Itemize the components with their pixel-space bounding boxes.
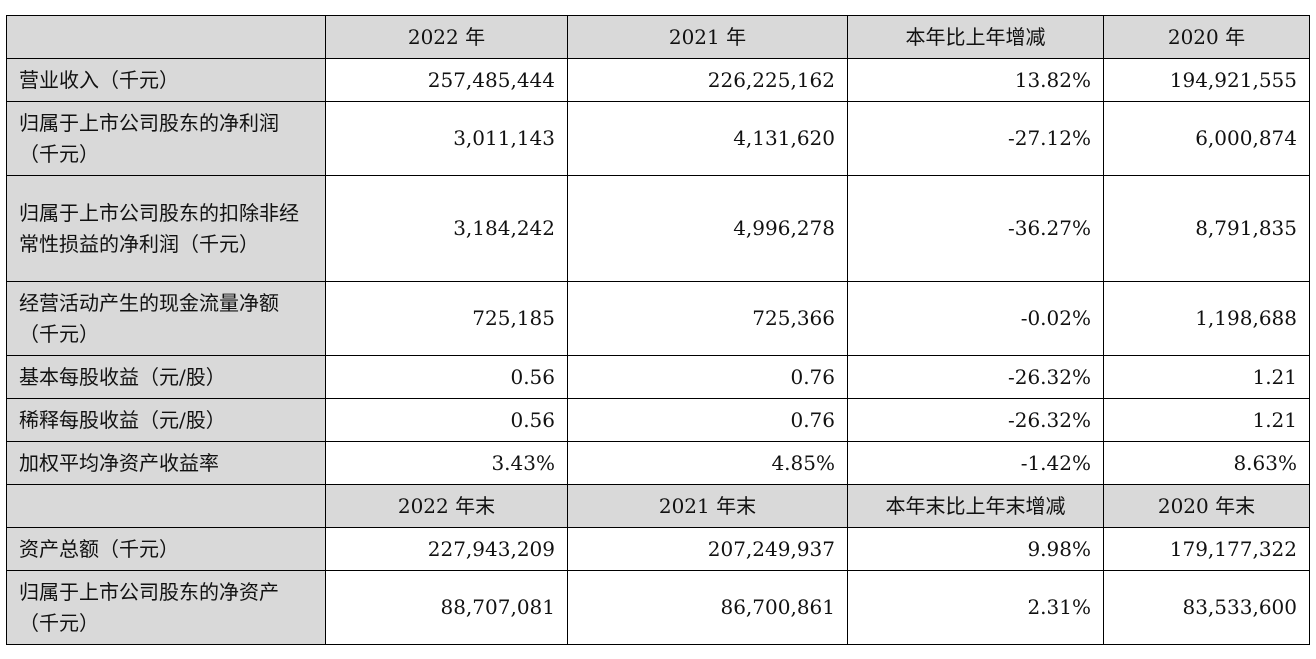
value-change: 13.82% <box>847 58 1104 102</box>
row-label: 营业收入（千元） <box>6 58 326 102</box>
value-2022: 3,011,143 <box>325 101 568 176</box>
value-2022: 257,485,444 <box>325 58 568 102</box>
value-2020: 6,000,874 <box>1103 101 1310 176</box>
header-yoy-change-end: 本年末比上年末增减 <box>847 484 1104 528</box>
value-2021: 725,366 <box>567 281 848 356</box>
value-change: -26.32% <box>847 398 1104 442</box>
row-label: 稀释每股收益（元/股） <box>6 398 326 442</box>
row-label: 归属于上市公司股东的净利润（千元） <box>6 101 326 176</box>
row-total-assets: 资产总额（千元） 227,943,209 207,249,937 9.98% 1… <box>6 527 1310 571</box>
value-2020-end: 83,533,600 <box>1103 570 1310 645</box>
value-change: 2.31% <box>847 570 1104 645</box>
value-2022-end: 227,943,209 <box>325 527 568 571</box>
row-label: 资产总额（千元） <box>6 527 326 571</box>
header-blank-cell <box>6 15 326 59</box>
row-diluted-eps: 稀释每股收益（元/股） 0.56 0.76 -26.32% 1.21 <box>6 398 1310 442</box>
financial-summary-table: 2022 年 2021 年 本年比上年增减 2020 年 营业收入（千元） 25… <box>6 15 1310 645</box>
value-change: -0.02% <box>847 281 1104 356</box>
value-2022: 3,184,242 <box>325 175 568 282</box>
value-change: 9.98% <box>847 527 1104 571</box>
row-operating-revenue: 营业收入（千元） 257,485,444 226,225,162 13.82% … <box>6 58 1310 102</box>
value-2020: 8,791,835 <box>1103 175 1310 282</box>
row-net-profit-deducted: 归属于上市公司股东的扣除非经常性损益的净利润（千元） 3,184,242 4,9… <box>6 175 1310 282</box>
value-2020: 1.21 <box>1103 355 1310 399</box>
row-net-profit: 归属于上市公司股东的净利润（千元） 3,011,143 4,131,620 -2… <box>6 101 1310 176</box>
header-2021-end: 2021 年末 <box>567 484 848 528</box>
value-2022: 0.56 <box>325 398 568 442</box>
value-2022: 725,185 <box>325 281 568 356</box>
value-2020: 1,198,688 <box>1103 281 1310 356</box>
row-weighted-roe: 加权平均净资产收益率 3.43% 4.85% -1.42% 8.63% <box>6 441 1310 485</box>
row-net-assets: 归属于上市公司股东的净资产（千元） 88,707,081 86,700,861 … <box>6 570 1310 645</box>
row-label: 归属于上市公司股东的扣除非经常性损益的净利润（千元） <box>6 175 326 282</box>
row-operating-cash-flow: 经营活动产生的现金流量净额（千元） 725,185 725,366 -0.02%… <box>6 281 1310 356</box>
header-row-current: 2022 年 2021 年 本年比上年增减 2020 年 <box>6 15 1310 59</box>
header-2020: 2020 年 <box>1103 15 1310 59</box>
value-2021-end: 86,700,861 <box>567 570 848 645</box>
value-2021: 0.76 <box>567 355 848 399</box>
value-change: -27.12% <box>847 101 1104 176</box>
value-2020: 1.21 <box>1103 398 1310 442</box>
header-2022: 2022 年 <box>325 15 568 59</box>
header-blank-cell <box>6 484 326 528</box>
value-2022-end: 88,707,081 <box>325 570 568 645</box>
row-label: 加权平均净资产收益率 <box>6 441 326 485</box>
header-2022-end: 2022 年末 <box>325 484 568 528</box>
value-2020-end: 179,177,322 <box>1103 527 1310 571</box>
value-2020: 194,921,555 <box>1103 58 1310 102</box>
row-label: 基本每股收益（元/股） <box>6 355 326 399</box>
value-2020: 8.63% <box>1103 441 1310 485</box>
value-2021: 4,131,620 <box>567 101 848 176</box>
value-change: -26.32% <box>847 355 1104 399</box>
row-label: 归属于上市公司股东的净资产（千元） <box>6 570 326 645</box>
header-yoy-change: 本年比上年增减 <box>847 15 1104 59</box>
row-label: 经营活动产生的现金流量净额（千元） <box>6 281 326 356</box>
header-2021: 2021 年 <box>567 15 848 59</box>
row-basic-eps: 基本每股收益（元/股） 0.56 0.76 -26.32% 1.21 <box>6 355 1310 399</box>
value-2021: 226,225,162 <box>567 58 848 102</box>
value-2021: 0.76 <box>567 398 848 442</box>
header-row-balance: 2022 年末 2021 年末 本年末比上年末增减 2020 年末 <box>6 484 1310 528</box>
value-change: -1.42% <box>847 441 1104 485</box>
header-2020-end: 2020 年末 <box>1103 484 1310 528</box>
value-2021: 4.85% <box>567 441 848 485</box>
value-2022: 0.56 <box>325 355 568 399</box>
value-2021: 4,996,278 <box>567 175 848 282</box>
value-2021-end: 207,249,937 <box>567 527 848 571</box>
value-2022: 3.43% <box>325 441 568 485</box>
value-change: -36.27% <box>847 175 1104 282</box>
